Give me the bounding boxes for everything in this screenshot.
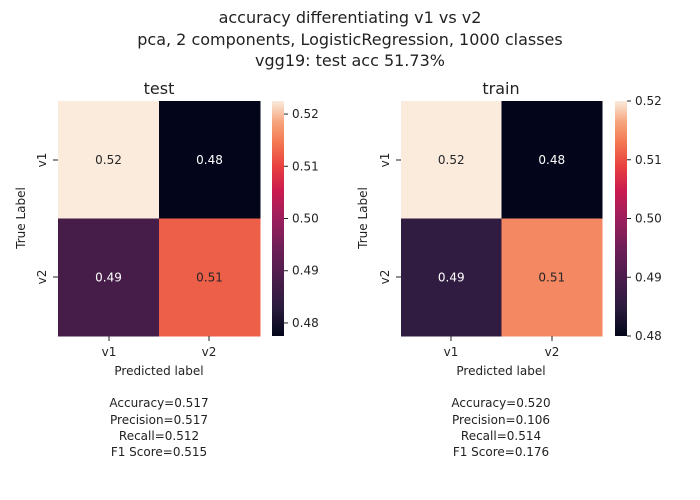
train-metrics: Accuracy=0.520 Precision=0.106 Recall=0.…: [451, 396, 550, 459]
test-x-ticks: v1 v2: [102, 336, 217, 359]
suptitle-line-1: accuracy differentiating v1 vs v2: [219, 8, 482, 27]
suptitle-line-2: pca, 2 components, LogisticRegression, 1…: [137, 30, 562, 49]
train-y-ticks: v1 v2: [378, 153, 401, 285]
train-metric-precision: Precision=0.106: [452, 413, 550, 427]
test-metric-precision: Precision=0.517: [110, 413, 208, 427]
test-cell-v2-v2: [159, 218, 261, 337]
train-ytick-v2: v2: [378, 270, 392, 285]
train-ytick-v1: v1: [378, 153, 392, 168]
test-title: test: [144, 79, 175, 98]
train-cell-v2-v1: [401, 218, 502, 337]
test-colorbar-ticks: 0.48 0.49 0.50 0.51 0.52: [284, 107, 319, 330]
train-annot-v2-v2: 0.51: [538, 270, 565, 284]
suptitle: accuracy differentiating v1 vs v2 pca, 2…: [137, 8, 562, 70]
train-colorbar-tick-label: 0.52: [635, 94, 662, 108]
test-ytick-v1: v1: [35, 153, 49, 168]
train-ylabel: True Label: [356, 187, 370, 250]
train-colorbar: 0.48 0.49 0.50 0.51 0.52: [615, 94, 662, 343]
test-colorbar-tick-label: 0.51: [292, 159, 319, 173]
test-cell-v1-v1: [58, 101, 160, 219]
test-xlabel: Predicted label: [114, 364, 203, 378]
test-xtick-v2: v2: [202, 345, 217, 359]
train-annot-v2-v1: 0.49: [438, 270, 465, 284]
test-metrics: Accuracy=0.517 Precision=0.517 Recall=0.…: [109, 396, 208, 459]
train-colorbar-ticks: 0.48 0.49 0.50 0.51 0.52: [627, 94, 662, 343]
test-cell-v2-v1: [58, 218, 160, 337]
train-colorbar-tick-label: 0.49: [635, 270, 662, 284]
test-colorbar-tick-label: 0.49: [292, 264, 319, 278]
train-x-ticks: v1 v2: [444, 336, 560, 359]
test-colorbar-tick-label: 0.52: [292, 107, 319, 121]
train-colorbar-tick-label: 0.51: [635, 153, 662, 167]
test-annot-v1-v1: 0.52: [95, 153, 122, 167]
train-annot-v1-v1: 0.52: [438, 153, 465, 167]
test-annot-v2-v1: 0.49: [95, 270, 122, 284]
train-cell-v1-v1: [401, 101, 502, 219]
train-xtick-v1: v1: [444, 345, 459, 359]
train-colorbar-tick-label: 0.50: [635, 212, 662, 226]
test-annot-v2-v2: 0.51: [196, 270, 223, 284]
test-ytick-v2: v2: [35, 270, 49, 285]
train-annot-v1-v2: 0.48: [538, 153, 565, 167]
test-colorbar-gradient: [272, 101, 284, 336]
test-heatmap: 0.52 0.48 0.49 0.51: [58, 101, 261, 337]
test-colorbar: 0.48 0.49 0.50 0.51 0.52: [272, 101, 319, 336]
train-heatmap: 0.52 0.48 0.49 0.51: [401, 101, 603, 337]
train-xtick-v2: v2: [545, 345, 560, 359]
train-metric-accuracy: Accuracy=0.520: [451, 396, 550, 410]
train-metric-recall: Recall=0.514: [461, 429, 541, 443]
test-metric-accuracy: Accuracy=0.517: [109, 396, 208, 410]
test-ylabel: True Label: [14, 187, 28, 250]
test-annot-v1-v2: 0.48: [196, 153, 223, 167]
suptitle-line-3: vgg19: test acc 51.73%: [255, 51, 445, 70]
test-metric-f1: F1 Score=0.515: [111, 445, 207, 459]
test-colorbar-tick-label: 0.50: [292, 212, 319, 226]
train-cell-v1-v2: [501, 101, 603, 219]
test-y-ticks: v1 v2: [35, 153, 58, 285]
train-title: train: [482, 79, 519, 98]
train-colorbar-gradient: [615, 101, 627, 336]
test-panel: test 0.52 0.48 0.49 0.51 v1 v2 True Label v…: [14, 79, 319, 459]
test-metric-recall: Recall=0.512: [119, 429, 199, 443]
test-xtick-v1: v1: [102, 345, 117, 359]
test-colorbar-tick-label: 0.48: [292, 316, 319, 330]
train-colorbar-tick-label: 0.48: [635, 329, 662, 343]
train-xlabel: Predicted label: [456, 364, 545, 378]
train-panel: train 0.52 0.480.49 0.51 v1 v2 True Label …: [356, 79, 662, 459]
train-metric-f1: F1 Score=0.176: [453, 445, 549, 459]
test-cell-v1-v2: [159, 101, 261, 219]
train-cell-v2-v2: [501, 218, 603, 337]
